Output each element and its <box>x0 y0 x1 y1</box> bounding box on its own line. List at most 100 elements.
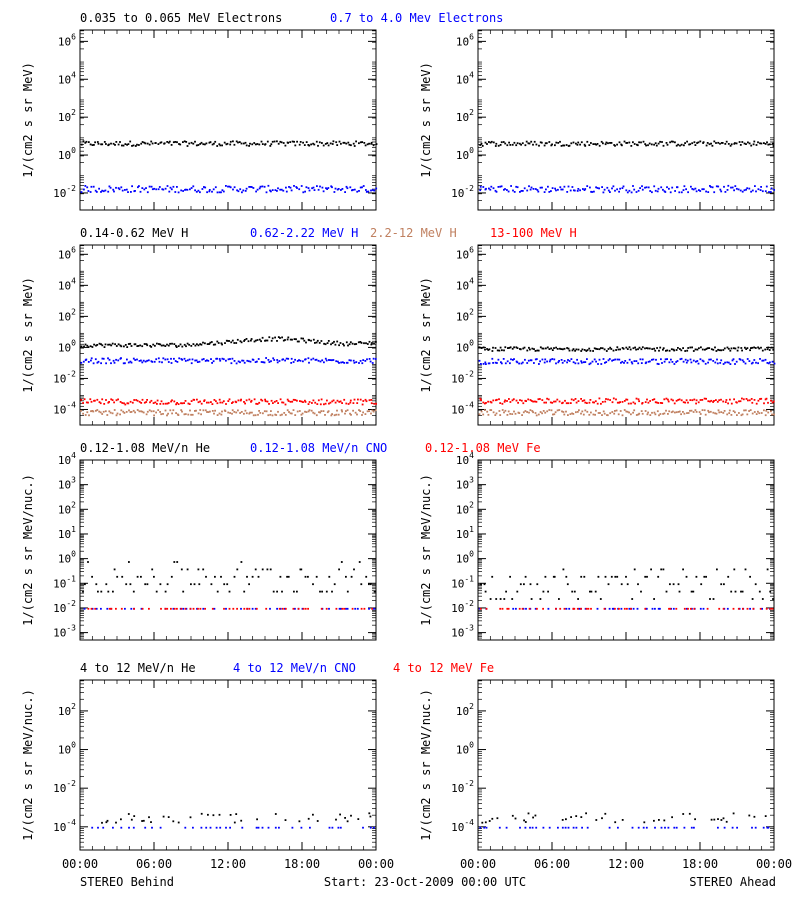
data-point <box>80 361 83 364</box>
data-point <box>580 361 583 364</box>
data-point <box>687 347 690 349</box>
data-point <box>682 411 684 413</box>
data-point <box>369 826 372 829</box>
data-point <box>617 826 619 829</box>
data-point <box>710 348 713 351</box>
data-point <box>665 142 668 144</box>
data-point <box>723 583 725 586</box>
data-point <box>136 358 138 361</box>
data-point <box>176 561 179 563</box>
data-point <box>237 360 240 363</box>
data-point <box>739 400 742 403</box>
data-point <box>506 360 509 363</box>
data-point <box>321 359 324 362</box>
data-point <box>609 412 612 415</box>
data-point <box>288 186 290 188</box>
data-point <box>694 409 697 411</box>
data-point <box>513 346 515 349</box>
data-point <box>307 187 310 189</box>
data-point <box>170 188 173 191</box>
data-point <box>479 185 482 188</box>
data-point <box>614 358 617 361</box>
data-point <box>546 410 549 413</box>
data-point <box>570 816 572 818</box>
data-point <box>218 412 221 415</box>
data-point <box>350 814 352 817</box>
data-point <box>763 402 765 405</box>
data-point <box>244 402 246 405</box>
data-point <box>705 144 708 147</box>
data-point <box>105 362 107 365</box>
data-point <box>177 821 180 824</box>
series-electrons-behind-1 <box>80 184 378 194</box>
data-point <box>612 185 615 188</box>
data-point <box>282 339 285 342</box>
data-point <box>524 826 527 829</box>
data-point <box>289 186 292 189</box>
data-point <box>732 358 735 361</box>
data-point <box>566 347 568 349</box>
data-point <box>501 349 503 352</box>
data-point <box>359 141 362 144</box>
data-point <box>584 361 587 363</box>
data-point <box>619 187 621 190</box>
data-point <box>507 347 509 349</box>
data-point <box>539 186 542 189</box>
data-point <box>551 401 554 404</box>
data-point <box>541 399 544 401</box>
data-point <box>316 403 319 405</box>
data-point <box>589 349 592 352</box>
data-point <box>155 188 158 191</box>
data-point <box>346 361 349 364</box>
data-point <box>593 401 595 404</box>
data-point <box>755 402 758 405</box>
data-point <box>105 399 107 401</box>
data-point <box>141 820 143 822</box>
data-point <box>196 361 199 363</box>
data-point <box>363 342 365 345</box>
data-point <box>586 402 588 404</box>
data-point <box>317 188 320 191</box>
data-point <box>593 358 596 361</box>
data-point <box>583 399 586 402</box>
data-point <box>748 142 751 145</box>
data-point <box>269 413 272 416</box>
data-point <box>344 817 346 819</box>
data-point <box>87 401 89 404</box>
data-point <box>96 361 99 364</box>
data-point <box>326 142 329 144</box>
data-point <box>353 188 356 191</box>
data-point <box>588 144 591 146</box>
data-point <box>84 185 87 187</box>
data-point <box>663 819 666 822</box>
data-point <box>323 342 325 345</box>
data-point <box>296 187 298 189</box>
data-point <box>529 188 532 191</box>
data-point <box>537 190 540 193</box>
data-point <box>513 358 515 360</box>
data-point <box>218 813 221 816</box>
y-tick-label: 10-2 <box>451 599 474 615</box>
data-point <box>645 144 647 147</box>
data-point <box>694 144 697 146</box>
plot-frame <box>79 29 377 211</box>
data-point <box>651 348 654 350</box>
data-point <box>248 145 250 147</box>
y-axis-label: 1/(cm2 s sr MeV) <box>21 62 35 178</box>
data-point <box>522 411 525 414</box>
data-point <box>100 362 102 365</box>
data-point <box>183 402 185 404</box>
data-point <box>300 400 303 403</box>
data-point <box>561 819 564 821</box>
data-point <box>302 401 304 403</box>
data-point <box>222 400 225 403</box>
data-point <box>676 360 679 362</box>
data-point <box>243 412 245 415</box>
data-point <box>170 400 172 403</box>
data-point <box>229 358 231 360</box>
data-point <box>558 347 561 350</box>
data-point <box>748 814 751 817</box>
data-point <box>117 398 119 401</box>
data-point <box>542 826 545 829</box>
data-point <box>542 590 545 593</box>
